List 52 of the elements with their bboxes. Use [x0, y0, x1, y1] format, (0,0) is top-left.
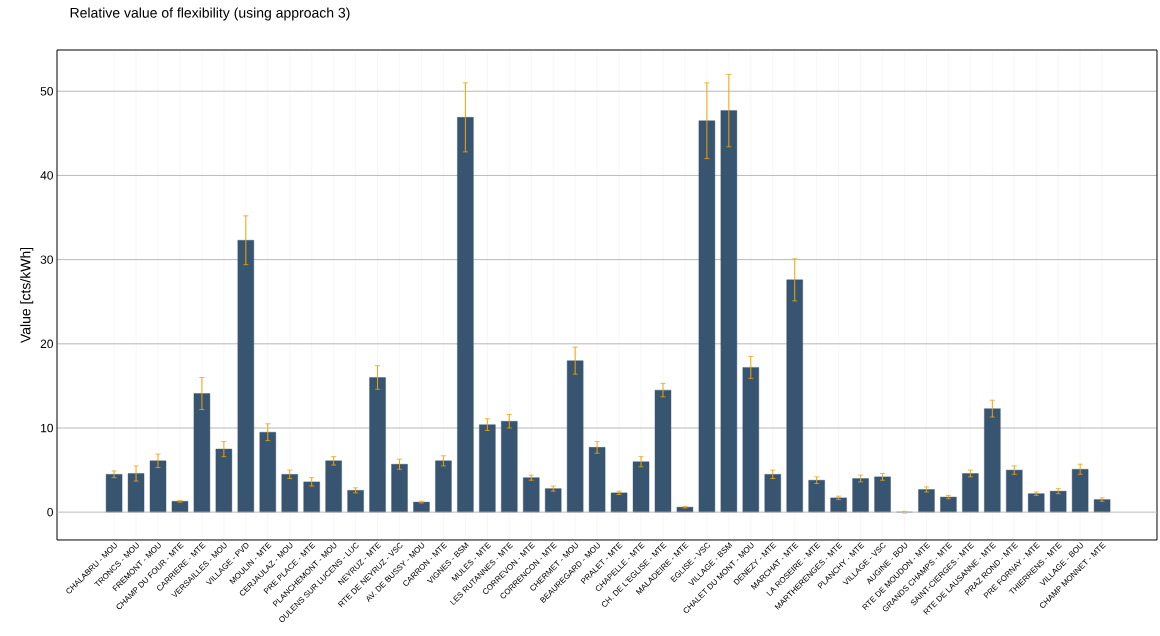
bar: [369, 377, 386, 513]
bar: [479, 424, 496, 513]
bar: [391, 464, 408, 513]
bar: [918, 489, 935, 513]
bar: [874, 476, 891, 513]
bar: [984, 408, 1001, 513]
bar: [413, 501, 430, 513]
y-tick-label: 0: [47, 507, 54, 517]
bar: [193, 393, 211, 513]
bar: [610, 492, 628, 513]
bar: [962, 473, 979, 513]
bar: [654, 389, 672, 513]
bar: [303, 481, 320, 513]
y-axis-title: Value [cts/kWh]: [20, 247, 34, 344]
bar: [1006, 469, 1023, 513]
chart-title: Relative value of flexibility (using approach 3): [70, 7, 350, 21]
bar: [808, 480, 825, 513]
bar: [105, 474, 123, 513]
bar: [1093, 499, 1111, 513]
bar: [566, 360, 584, 513]
bar: [852, 478, 869, 513]
bar: [149, 460, 167, 513]
bar: [720, 110, 738, 513]
bar: [523, 477, 540, 513]
y-tick-label: 20: [40, 339, 54, 349]
bar: [127, 473, 145, 513]
bar: [435, 460, 452, 513]
bar: [1071, 469, 1089, 513]
bar: [1049, 490, 1067, 513]
y-tick-label: 40: [40, 171, 54, 180]
bar: [259, 432, 276, 513]
bar: [215, 448, 233, 513]
bar: [940, 496, 957, 513]
bar: [457, 117, 474, 513]
bar: [237, 240, 255, 513]
y-tick-label: 30: [40, 255, 54, 264]
bar: [325, 460, 342, 513]
bar: [501, 421, 518, 513]
bar: [830, 497, 847, 513]
bar: [545, 488, 562, 513]
y-tick-label: 10: [41, 423, 54, 433]
bar: [742, 367, 760, 513]
bar: [281, 474, 298, 513]
y-tick-label: 50: [40, 87, 54, 96]
bar: [347, 490, 364, 513]
bar: [698, 120, 716, 513]
bar: [786, 279, 803, 513]
bar: [171, 501, 189, 513]
bar: [764, 474, 781, 513]
bar: [588, 447, 606, 513]
bar: [632, 461, 650, 513]
bar: [1028, 493, 1045, 513]
